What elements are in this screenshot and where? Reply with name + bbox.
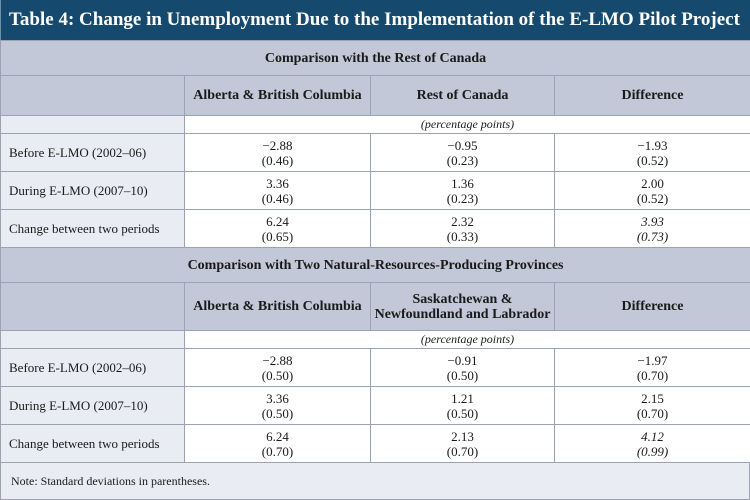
row-label: During E-LMO (2007–10) — [1, 387, 185, 425]
row-label: Before E-LMO (2002–06) — [1, 134, 185, 172]
header-blank — [1, 76, 185, 116]
cell-sd: (0.65) — [185, 229, 370, 244]
table-row: During E-LMO (2007–10) 3.36(0.46) 1.36(0… — [1, 172, 750, 210]
section-heading-row: Comparison with the Rest of Canada — [1, 41, 750, 76]
cell-sd: (0.50) — [185, 406, 370, 421]
cell-sd: (0.70) — [185, 444, 370, 459]
cell-sd: (0.23) — [371, 191, 554, 206]
table-row: Before E-LMO (2002–06) −2.88(0.46) −0.95… — [1, 134, 750, 172]
cell: 6.24(0.65) — [185, 210, 371, 248]
table-row: Change between two periods 6.24(0.70) 2.… — [1, 425, 750, 463]
cell-value: 6.24 — [185, 429, 370, 444]
cell-sd: (0.70) — [371, 444, 554, 459]
cell: −1.93(0.52) — [555, 134, 750, 172]
cell-value: 1.21 — [371, 391, 554, 406]
cell-value: 1.36 — [371, 176, 554, 191]
section1-col2-header: Rest of Canada — [371, 76, 555, 116]
cell: −1.97(0.70) — [555, 349, 750, 387]
units-row: (percentage points) — [1, 331, 750, 349]
cell: 2.15(0.70) — [555, 387, 750, 425]
cell: 2.13(0.70) — [371, 425, 555, 463]
cell: 3.36(0.46) — [185, 172, 371, 210]
cell-value: 2.32 — [371, 214, 554, 229]
cell-sd: (0.70) — [555, 406, 750, 421]
table-title: Table 4: Change in Unemployment Due to t… — [0, 0, 750, 40]
row-label: Before E-LMO (2002–06) — [1, 349, 185, 387]
cell: 2.00(0.52) — [555, 172, 750, 210]
cell-sd: (0.50) — [371, 406, 554, 421]
units-row: (percentage points) — [1, 116, 750, 134]
row-label: Change between two periods — [1, 425, 185, 463]
table-row: Change between two periods 6.24(0.65) 2.… — [1, 210, 750, 248]
cell-value: 3.36 — [185, 176, 370, 191]
table-row: During E-LMO (2007–10) 3.36(0.50) 1.21(0… — [1, 387, 750, 425]
cell-sd: (0.50) — [371, 368, 554, 383]
cell-value: −0.91 — [371, 353, 554, 368]
header-line: Saskatchewan & — [371, 292, 554, 307]
data-table: Comparison with the Rest of Canada Alber… — [0, 40, 750, 463]
cell-value: −2.88 — [185, 138, 370, 153]
cell: 1.36(0.23) — [371, 172, 555, 210]
cell: 3.93(0.73) — [555, 210, 750, 248]
table-note: Note: Standard deviations in parentheses… — [0, 463, 750, 500]
cell-sd: (0.99) — [555, 444, 750, 459]
section2-col3-header: Difference — [555, 283, 750, 331]
cell-value: 3.93 — [555, 214, 750, 229]
table-row: Before E-LMO (2002–06) −2.88(0.50) −0.91… — [1, 349, 750, 387]
section2-heading: Comparison with Two Natural-Resources-Pr… — [1, 248, 750, 283]
header-blank — [1, 283, 185, 331]
cell-value: 3.36 — [185, 391, 370, 406]
cell: 2.32(0.33) — [371, 210, 555, 248]
cell: −2.88(0.46) — [185, 134, 371, 172]
cell: −2.88(0.50) — [185, 349, 371, 387]
cell-sd: (0.73) — [555, 229, 750, 244]
cell-value: 4.12 — [555, 429, 750, 444]
cell: 4.12(0.99) — [555, 425, 750, 463]
cell: −0.95(0.23) — [371, 134, 555, 172]
section2-units: (percentage points) — [185, 331, 750, 349]
cell-value: 2.15 — [555, 391, 750, 406]
cell-sd: (0.70) — [555, 368, 750, 383]
cell-value: −2.88 — [185, 353, 370, 368]
cell-value: 2.13 — [371, 429, 554, 444]
cell-sd: (0.46) — [185, 191, 370, 206]
section1-heading: Comparison with the Rest of Canada — [1, 41, 750, 76]
cell-value: −0.95 — [371, 138, 554, 153]
row-label: During E-LMO (2007–10) — [1, 172, 185, 210]
cell-sd: (0.33) — [371, 229, 554, 244]
section2-col1-header: Alberta & British Columbia — [185, 283, 371, 331]
cell-sd: (0.46) — [185, 153, 370, 168]
header-line: Newfoundland and Labrador — [371, 307, 554, 322]
section1-col3-header: Difference — [555, 76, 750, 116]
cell-sd: (0.23) — [371, 153, 554, 168]
cell-value: −1.97 — [555, 353, 750, 368]
cell: 6.24(0.70) — [185, 425, 371, 463]
row-label: Change between two periods — [1, 210, 185, 248]
cell-sd: (0.50) — [185, 368, 370, 383]
cell: 3.36(0.50) — [185, 387, 371, 425]
column-header-row: Alberta & British Columbia Saskatchewan … — [1, 283, 750, 331]
units-blank — [1, 116, 185, 134]
section1-col1-header: Alberta & British Columbia — [185, 76, 371, 116]
section2-col2-header: Saskatchewan &Newfoundland and Labrador — [371, 283, 555, 331]
cell: 1.21(0.50) — [371, 387, 555, 425]
cell-sd: (0.52) — [555, 153, 750, 168]
column-header-row: Alberta & British Columbia Rest of Canad… — [1, 76, 750, 116]
cell-value: −1.93 — [555, 138, 750, 153]
cell-value: 6.24 — [185, 214, 370, 229]
section1-units: (percentage points) — [185, 116, 750, 134]
cell-value: 2.00 — [555, 176, 750, 191]
section-heading-row: Comparison with Two Natural-Resources-Pr… — [1, 248, 750, 283]
cell-sd: (0.52) — [555, 191, 750, 206]
cell: −0.91(0.50) — [371, 349, 555, 387]
table-figure: Table 4: Change in Unemployment Due to t… — [0, 0, 750, 477]
units-blank — [1, 331, 185, 349]
